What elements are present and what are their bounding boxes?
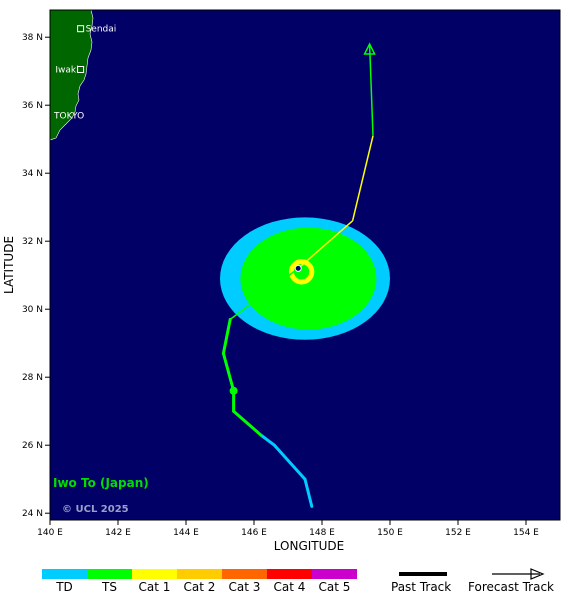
city-label: TOKYO xyxy=(53,111,84,121)
lat-tick-label: 36 N xyxy=(22,101,43,111)
lat-tick-label: 28 N xyxy=(22,373,43,383)
lat-tick-label: 34 N xyxy=(22,169,43,179)
legend-label-cat2: Cat 2 xyxy=(184,580,216,594)
legend-swatch-cat5 xyxy=(312,569,357,579)
past-track-segment xyxy=(303,477,314,508)
lon-tick-label: 140 E xyxy=(37,528,63,538)
legend-label-cat1: Cat 1 xyxy=(139,580,171,594)
lon-tick-label: 154 E xyxy=(513,528,539,538)
lon-tick-label: 142 E xyxy=(105,528,131,538)
lon-tick-label: 144 E xyxy=(173,528,199,538)
legend-swatch-cat1 xyxy=(132,569,177,579)
past-track-segment xyxy=(229,267,299,321)
past-track-legend-label: Past Track xyxy=(391,580,451,594)
legend-swatch-ts xyxy=(87,569,132,579)
lon-tick-label: 152 E xyxy=(445,528,471,538)
city-marker-icon xyxy=(77,25,85,33)
lat-tick-label: 24 N xyxy=(22,509,43,519)
past-track-segment xyxy=(221,317,232,355)
map-plot-area: Sendai Iwaki TOKYO Iwo To (Japan) © UCL 20… xyxy=(37,9,561,521)
y-axis-title: LATITUDE xyxy=(2,236,16,294)
category-labels: TD TS Cat 1 Cat 2 Cat 3 Cat 4 Cat 5 xyxy=(55,580,350,594)
current-position-icon xyxy=(294,264,302,272)
storm-tracks xyxy=(221,42,376,508)
lat-tick-label: 38 N xyxy=(22,33,43,43)
city-markers: Sendai Iwaki TOKYO xyxy=(37,25,117,122)
city-label: Sendai xyxy=(86,25,117,35)
legend: TD TS Cat 1 Cat 2 Cat 3 Cat 4 Cat 5 Past Track… xyxy=(42,568,554,594)
legend-label-cat5: Cat 5 xyxy=(319,580,351,594)
forecast-track-segment xyxy=(351,135,374,221)
forecast-track-legend-arrow xyxy=(492,568,545,580)
japan-coastline xyxy=(50,10,94,141)
past-track-segment xyxy=(272,443,307,481)
legend-label-td: TD xyxy=(55,580,73,594)
wind-field-cat1 xyxy=(288,259,315,285)
legend-label-cat4: Cat 4 xyxy=(274,580,306,594)
city-marker-icon xyxy=(37,112,43,118)
city-marker-icon xyxy=(77,66,85,73)
latitude-ticks: 38 N 36 N 34 N 32 N 30 N 28 N 26 N 24 N xyxy=(22,33,50,519)
legend-label-ts: TS xyxy=(101,580,117,594)
forecast-track-segment xyxy=(297,220,354,269)
lon-tick-label: 150 E xyxy=(377,528,403,538)
past-track-segment xyxy=(259,433,276,447)
lon-tick-label: 146 E xyxy=(241,528,267,538)
lon-tick-label: 148 E xyxy=(309,528,335,538)
legend-label-cat3: Cat 3 xyxy=(229,580,261,594)
copyright-text: © UCL 2025 xyxy=(62,504,129,515)
legend-swatch-cat3 xyxy=(222,569,267,579)
wind-field-areas xyxy=(220,217,390,340)
legend-swatch-cat2 xyxy=(177,569,222,579)
city-label: Iwaki xyxy=(55,66,78,76)
x-axis-title: LONGITUDE xyxy=(274,539,344,553)
lat-tick-label: 30 N xyxy=(22,305,43,315)
forecast-track-segment xyxy=(368,43,374,136)
forecast-track-legend-label: Forecast Track xyxy=(468,580,554,594)
track-position-marker xyxy=(229,386,238,395)
legend-swatch-td xyxy=(42,569,87,579)
past-track-segment xyxy=(232,409,263,437)
category-colorbar xyxy=(42,569,357,579)
plot-border xyxy=(49,9,561,521)
place-label: Iwo To (Japan) xyxy=(53,476,149,490)
lat-tick-label: 32 N xyxy=(22,237,43,247)
longitude-ticks: 140 E 142 E 144 E 146 E 148 E 150 E 152 E 154 E xyxy=(37,520,539,538)
lat-tick-label: 26 N xyxy=(22,441,43,451)
past-track-segment xyxy=(221,351,236,393)
legend-swatch-cat4 xyxy=(267,569,312,579)
forecast-arrowhead xyxy=(363,42,376,55)
